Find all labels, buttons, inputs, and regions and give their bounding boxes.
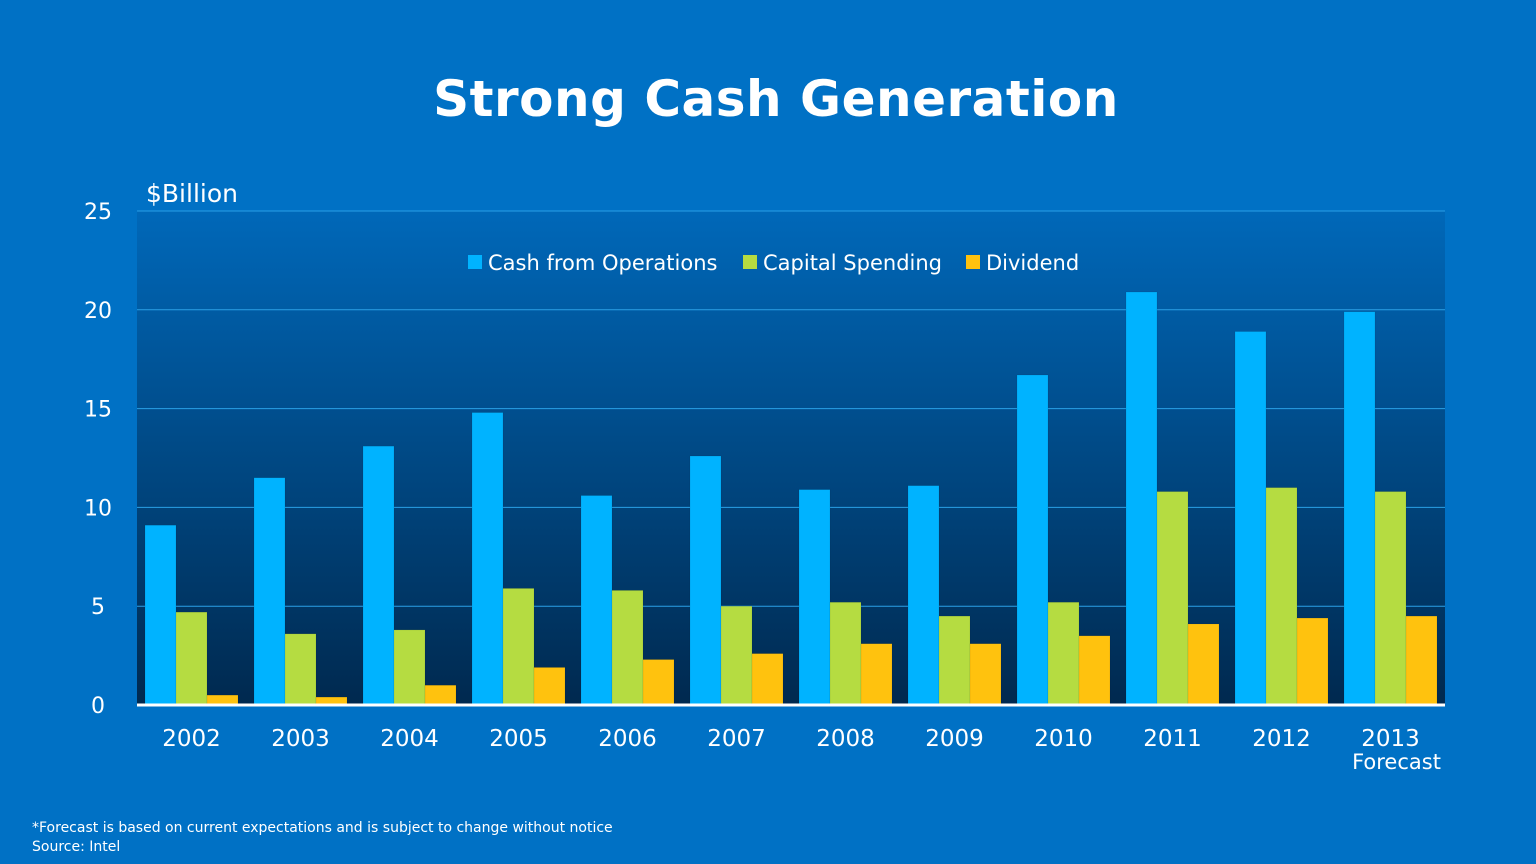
y-tick-label: 20 bbox=[84, 299, 112, 324]
bar-dividend-2012 bbox=[1296, 617, 1329, 706]
y-tick-label: 0 bbox=[91, 694, 105, 719]
bar-capital-spending-2005 bbox=[502, 588, 535, 706]
bar-capital-spending-2012 bbox=[1265, 487, 1298, 706]
bar-capital-spending-2011 bbox=[1156, 491, 1189, 706]
slide-title: Strong Cash Generation bbox=[433, 70, 1119, 128]
bar-cash-from-operations-2004 bbox=[362, 445, 395, 706]
bar-cash-from-operations-2006 bbox=[580, 495, 613, 706]
legend-swatch bbox=[743, 255, 757, 269]
legend-swatch bbox=[966, 255, 980, 269]
bar-dividend-2011 bbox=[1187, 623, 1220, 706]
y-tick-label: 10 bbox=[84, 496, 112, 521]
bar-dividend-2007 bbox=[751, 653, 784, 706]
y-tick-label: 15 bbox=[84, 398, 112, 423]
legend-label: Dividend bbox=[986, 251, 1079, 275]
y-tick-label: 25 bbox=[84, 200, 112, 225]
x-tick-label: 2012 bbox=[1252, 726, 1311, 752]
bar-cash-from-operations-2002 bbox=[144, 524, 177, 706]
legend-label: Capital Spending bbox=[763, 251, 942, 275]
bar-dividend-2010 bbox=[1078, 635, 1111, 706]
bar-capital-spending-2003 bbox=[284, 633, 317, 706]
bar-capital-spending-2010 bbox=[1047, 601, 1080, 706]
bar-capital-spending-2009 bbox=[938, 615, 971, 706]
x-tick-sublabel: Forecast bbox=[1352, 750, 1441, 774]
bar-dividend-2009 bbox=[969, 643, 1002, 706]
plot-area bbox=[137, 211, 1445, 705]
legend-swatch bbox=[468, 255, 482, 269]
bar-cash-from-operations-2008 bbox=[798, 489, 831, 706]
bar-capital-spending-2002 bbox=[175, 611, 208, 706]
bar-dividend-2005 bbox=[533, 667, 566, 706]
x-tick-label: 2003 bbox=[271, 726, 330, 752]
x-tick-label: 2004 bbox=[380, 726, 439, 752]
x-tick-label: 2013 bbox=[1361, 726, 1420, 752]
bar-cash-from-operations-2005 bbox=[471, 412, 504, 706]
x-tick-label: 2006 bbox=[598, 726, 657, 752]
bar-capital-spending-2008 bbox=[829, 601, 862, 706]
bar-capital-spending-2013 bbox=[1374, 491, 1407, 706]
bar-cash-from-operations-2013 bbox=[1343, 311, 1376, 706]
bar-dividend-2004 bbox=[424, 684, 457, 706]
legend-label: Cash from Operations bbox=[488, 251, 717, 275]
bar-cash-from-operations-2012 bbox=[1234, 331, 1267, 706]
x-tick-label: 2009 bbox=[925, 726, 984, 752]
bar-dividend-2013 bbox=[1405, 615, 1438, 706]
bar-capital-spending-2006 bbox=[611, 590, 644, 706]
y-unit-label: $Billion bbox=[146, 179, 238, 208]
bar-capital-spending-2007 bbox=[720, 605, 753, 706]
footnote-forecast: *Forecast is based on current expectatio… bbox=[32, 820, 613, 836]
bar-cash-from-operations-2009 bbox=[907, 485, 940, 706]
bar-cash-from-operations-2011 bbox=[1125, 291, 1158, 706]
x-tick-label: 2010 bbox=[1034, 726, 1093, 752]
bar-cash-from-operations-2007 bbox=[689, 455, 722, 706]
x-tick-label: 2005 bbox=[489, 726, 548, 752]
bar-dividend-2008 bbox=[860, 643, 893, 706]
x-tick-label: 2011 bbox=[1143, 726, 1202, 752]
x-tick-label: 2008 bbox=[816, 726, 875, 752]
bar-capital-spending-2004 bbox=[393, 629, 426, 706]
x-tick-label: 2002 bbox=[162, 726, 221, 752]
y-tick-label: 5 bbox=[91, 595, 105, 620]
bar-cash-from-operations-2010 bbox=[1016, 374, 1049, 706]
bar-dividend-2006 bbox=[642, 659, 675, 706]
x-tick-label: 2007 bbox=[707, 726, 766, 752]
bar-cash-from-operations-2003 bbox=[253, 477, 286, 706]
footnote-source: Source: Intel bbox=[32, 839, 121, 855]
